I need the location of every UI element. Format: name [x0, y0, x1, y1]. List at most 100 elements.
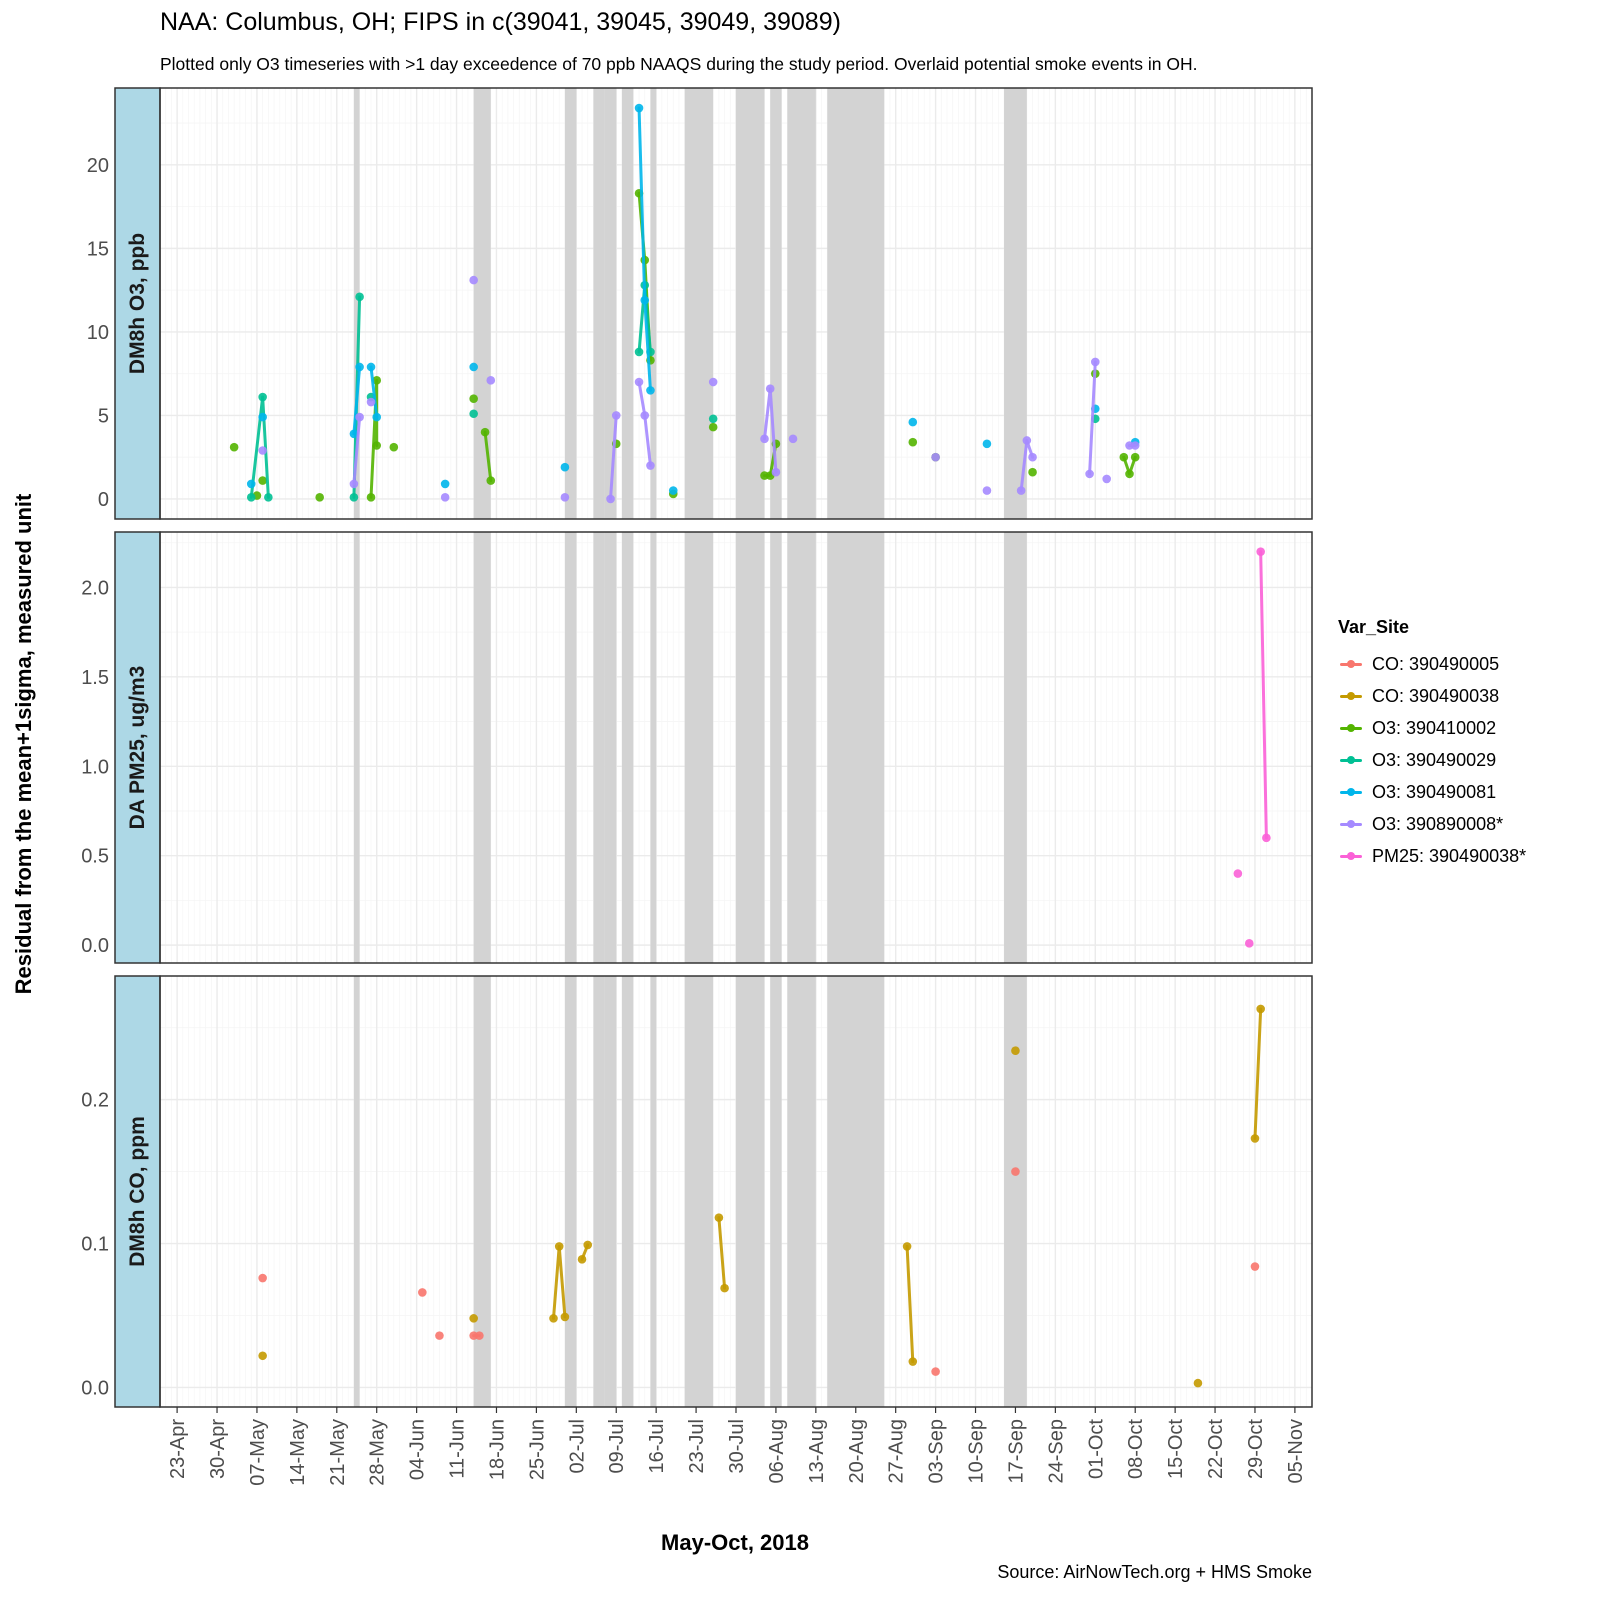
data-point: [577, 1255, 587, 1264]
data-point: [366, 397, 376, 407]
data-point: [634, 103, 644, 113]
data-point: [646, 461, 655, 470]
data-point: [1028, 467, 1037, 477]
data-point: [372, 441, 382, 450]
x-tick-label: 14-May: [287, 1419, 309, 1486]
data-point: [258, 1273, 267, 1283]
chart-title: NAA: Columbus, OH; FIPS in c(39041, 3904…: [160, 8, 841, 36]
data-point: [549, 1314, 558, 1323]
legend-item: O3: 390490029: [1338, 744, 1526, 776]
legend-key-point: [1347, 820, 1355, 828]
smoke-event-band: [593, 532, 605, 963]
x-tick-label: 27-Aug: [886, 1419, 908, 1484]
data-point: [1256, 547, 1265, 556]
data-point: [554, 1242, 564, 1251]
smoke-event-band: [684, 532, 714, 963]
series-line: [905, 1244, 915, 1364]
smoke-event-band: [1004, 976, 1027, 1407]
data-point: [640, 295, 650, 305]
smoke-event-band: [353, 976, 360, 1407]
legend-items: CO: 390490005 CO: 390490038 O3: 390410002 O…: [1338, 648, 1526, 872]
smoke-event-band: [736, 976, 765, 1407]
data-point: [931, 452, 940, 462]
y-tick-label: 0.0: [81, 935, 109, 957]
series-co-390490005: [258, 1167, 1260, 1376]
x-tick-label: 25-Jun: [526, 1419, 548, 1480]
x-tick-label: 20-Aug: [846, 1419, 868, 1484]
y-tick-label: 1.5: [81, 667, 109, 689]
data-point: [440, 479, 450, 489]
x-tick-label: 24-Sep: [1045, 1419, 1067, 1484]
data-point: [583, 1240, 593, 1250]
smoke-event-band: [564, 532, 577, 963]
smoke-event-band: [1004, 532, 1027, 963]
smoke-event-band: [564, 88, 577, 519]
series-co-390490038: [258, 1004, 1265, 1388]
legend: Var_Site CO: 390490005 CO: 390490038 O3: 3…: [1338, 617, 1526, 872]
y-tick-label: 1.0: [81, 756, 109, 778]
facet-strip-label: DA PM25, ug/m3: [126, 666, 149, 830]
data-point: [258, 392, 267, 402]
series-line: [1088, 360, 1097, 476]
data-point: [366, 362, 376, 372]
data-point: [560, 462, 570, 472]
series-line: [352, 365, 362, 436]
x-tick-label: 15-Oct: [1165, 1419, 1187, 1479]
legend-item: CO: 390490038: [1338, 680, 1526, 712]
smoke-event-band: [787, 976, 816, 1407]
series-line: [369, 365, 379, 419]
smoke-event-band: [770, 976, 782, 1407]
y-tick-label: 0.0: [81, 1377, 109, 1399]
smoke-event-band: [787, 532, 816, 963]
data-point: [1028, 452, 1037, 462]
y-tick-label: 15: [87, 238, 109, 260]
panel-co: 0.0 0.1 0.2 DM8h CO, ppm: [81, 975, 1313, 1408]
data-point: [1022, 436, 1032, 445]
smoke-event-band: [736, 532, 765, 963]
x-tick-label: 10-Sep: [966, 1419, 988, 1484]
smoke-event-band: [787, 88, 816, 519]
data-point: [634, 377, 644, 387]
data-point: [640, 411, 650, 420]
data-point: [771, 467, 781, 477]
x-tick-label: 05-Nov: [1285, 1419, 1307, 1483]
data-point: [258, 412, 267, 422]
data-point: [1011, 1046, 1020, 1055]
data-point: [480, 427, 490, 437]
series-o3-390890008-: [258, 275, 1140, 504]
data-point: [435, 1331, 444, 1340]
data-point: [931, 1367, 940, 1376]
data-point: [349, 492, 359, 502]
x-tick-label: 23-Jul: [686, 1419, 708, 1473]
data-point: [1233, 869, 1243, 878]
data-point: [355, 292, 364, 302]
x-tick-label: 30-Jul: [726, 1419, 748, 1473]
data-point: [315, 492, 324, 502]
data-point: [714, 1213, 724, 1222]
data-point: [469, 394, 478, 404]
data-point: [668, 486, 678, 495]
facet-strip: [114, 975, 161, 1408]
data-point: [1130, 441, 1140, 450]
data-point: [389, 442, 399, 452]
data-point: [469, 1314, 478, 1323]
panel-border: [159, 531, 1313, 964]
legend-key-swatch: [1338, 782, 1364, 802]
data-point: [246, 492, 256, 502]
x-tick-label: 23-Apr: [167, 1419, 189, 1479]
smoke-event-band: [621, 532, 634, 963]
smoke-event-band: [770, 88, 782, 519]
smoke-event-band: [827, 532, 885, 963]
legend-key-point: [1347, 788, 1355, 796]
legend-key-swatch: [1338, 654, 1364, 674]
source-caption: Source: AirNowTech.org + HMS Smoke: [997, 1562, 1312, 1582]
data-point: [611, 411, 621, 420]
data-point: [486, 376, 496, 385]
smoke-event-band: [827, 88, 885, 519]
data-point: [372, 376, 382, 385]
x-tick-label: 03-Sep: [926, 1419, 948, 1484]
data-point: [246, 479, 256, 489]
legend-key-swatch: [1338, 686, 1364, 706]
x-tick-label: 09-Jul: [606, 1419, 628, 1473]
smoke-event-band: [827, 976, 885, 1407]
